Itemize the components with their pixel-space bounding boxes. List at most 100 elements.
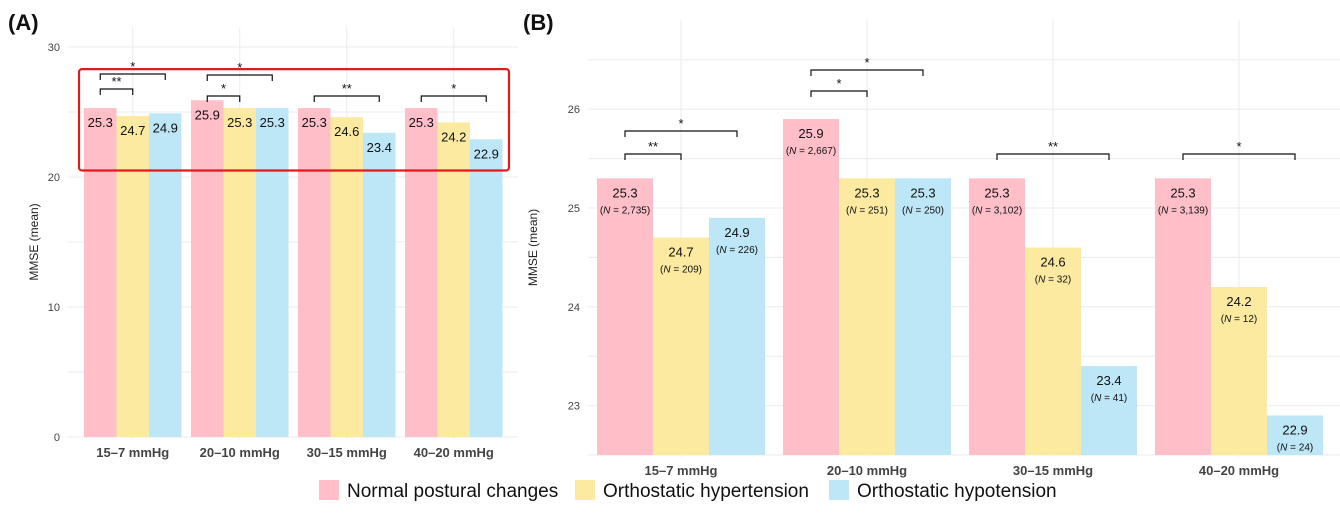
x-tick-label: 15–7 mmHg <box>96 445 169 460</box>
bar <box>1155 178 1211 456</box>
significance-bracket <box>810 69 924 76</box>
legend-label: Normal postural changes <box>347 481 558 502</box>
bar <box>223 108 256 437</box>
significance-bracket <box>99 88 134 95</box>
y-tick-label: 26 <box>568 104 580 116</box>
bar <box>330 117 363 437</box>
bar-value-label: 24.2 <box>441 129 466 144</box>
bar-value-label: 24.7 <box>668 245 693 260</box>
bar-n-label: (N = 250) <box>902 205 944 216</box>
significance-bracket <box>206 74 273 81</box>
y-tick-label: 0 <box>54 432 60 444</box>
x-tick-label: 30–15 mmHg <box>1013 463 1093 478</box>
bar <box>405 108 438 437</box>
bar-value-label: 25.3 <box>302 115 327 130</box>
bar-n-label: (N = 24) <box>1277 442 1313 453</box>
bar <box>1025 247 1081 455</box>
bar-value-label: 22.9 <box>474 146 499 161</box>
bar <box>437 122 470 438</box>
bar <box>298 108 331 437</box>
bar-n-label: (N = 2,735) <box>600 205 650 216</box>
bar <box>1081 366 1137 455</box>
bar-value-label: 25.3 <box>227 115 252 130</box>
x-tick-label: 30–15 mmHg <box>307 445 387 460</box>
bar-n-label: (N = 3,139) <box>1158 205 1208 216</box>
bar <box>783 119 839 456</box>
bar-n-label: (N = 251) <box>846 205 888 216</box>
chart-panel-b: (B) 23 24 25 26 MMSE (mean) 25.3 (N = 2,735) 24.… <box>523 10 1340 478</box>
significance-label: * <box>130 59 135 74</box>
bar-value-label: 25.3 <box>910 185 935 200</box>
bar-value-label: 23.4 <box>1096 373 1121 388</box>
chart-panel-a: (A) 0 10 20 30 MMSE (mean) 25.3 24.7 24.9 15–7 mm… <box>8 10 518 460</box>
y-axis-label: MMSE (mean) <box>27 203 41 280</box>
significance-bracket <box>1182 153 1296 160</box>
highlight-box <box>77 67 511 172</box>
bar <box>470 139 503 438</box>
y-tick-label: 30 <box>48 42 60 54</box>
bar-value-label: 23.4 <box>367 140 392 155</box>
significance-bracket <box>996 153 1110 160</box>
x-tick-label: 15–7 mmHg <box>645 463 718 478</box>
bar-n-label: (N = 3,102) <box>972 205 1022 216</box>
bar-value-label: 25.3 <box>260 115 285 130</box>
y-tick-label: 10 <box>48 302 60 314</box>
bar <box>363 132 396 438</box>
legend-label: Orthostatic hypotension <box>857 481 1057 502</box>
bar-value-label: 24.9 <box>724 225 749 240</box>
bar-value-label: 25.9 <box>195 107 220 122</box>
bar <box>116 115 149 438</box>
bar-value-label: 24.6 <box>1040 255 1065 270</box>
y-tick-label: 23 <box>568 401 580 413</box>
bar <box>895 178 951 456</box>
significance-label: * <box>451 81 456 96</box>
bar-value-label: 24.6 <box>334 124 359 139</box>
significance-label: * <box>836 76 841 91</box>
bar <box>839 178 895 456</box>
bar-value-label: 25.3 <box>984 185 1009 200</box>
x-tick-label: 40–20 mmHg <box>414 445 494 460</box>
panel-label: (B) <box>523 10 554 35</box>
bar <box>969 178 1025 456</box>
significance-bracket <box>624 130 738 137</box>
significance-label: ** <box>648 139 658 154</box>
bar <box>191 100 224 438</box>
bar-value-label: 22.9 <box>1282 422 1307 437</box>
y-axis-label: MMSE (mean) <box>526 209 540 286</box>
legend-swatch <box>829 480 849 500</box>
bar <box>149 113 182 438</box>
bar <box>597 178 653 456</box>
significance-bracket <box>313 95 380 102</box>
bar-value-label: 25.3 <box>88 115 113 130</box>
x-tick-label: 40–20 mmHg <box>1199 463 1279 478</box>
legend-swatch <box>319 480 339 500</box>
significance-bracket <box>624 153 682 160</box>
bar-value-label: 24.9 <box>153 120 178 135</box>
bar <box>709 217 765 455</box>
bar <box>84 108 117 437</box>
y-tick-label: 20 <box>48 172 60 184</box>
x-tick-label: 20–10 mmHg <box>200 445 280 460</box>
bar-value-label: 24.2 <box>1226 294 1251 309</box>
bar-value-label: 24.7 <box>120 123 145 138</box>
y-tick-label: 24 <box>568 302 580 314</box>
bar-value-label: 25.3 <box>854 185 879 200</box>
significance-label: * <box>221 81 226 96</box>
significance-bracket <box>99 73 166 80</box>
bar-value-label: 25.9 <box>798 126 823 141</box>
bar <box>256 108 289 437</box>
significance-bracket <box>206 95 241 102</box>
significance-label: * <box>237 60 242 75</box>
bar-n-label: (N = 12) <box>1221 314 1257 325</box>
significance-bracket <box>810 90 868 97</box>
bar-value-label: 25.3 <box>612 185 637 200</box>
legend-label: Orthostatic hypertension <box>603 481 809 502</box>
x-tick-label: 20–10 mmHg <box>827 463 907 478</box>
significance-label: * <box>1236 139 1241 154</box>
significance-label: ** <box>1048 139 1058 154</box>
legend: Normal postural changes Orthostatic hyper… <box>319 480 1057 502</box>
bar-value-label: 25.3 <box>409 115 434 130</box>
bar-value-label: 25.3 <box>1170 185 1195 200</box>
bar-n-label: (N = 2,667) <box>786 146 836 157</box>
bar <box>1211 287 1267 455</box>
